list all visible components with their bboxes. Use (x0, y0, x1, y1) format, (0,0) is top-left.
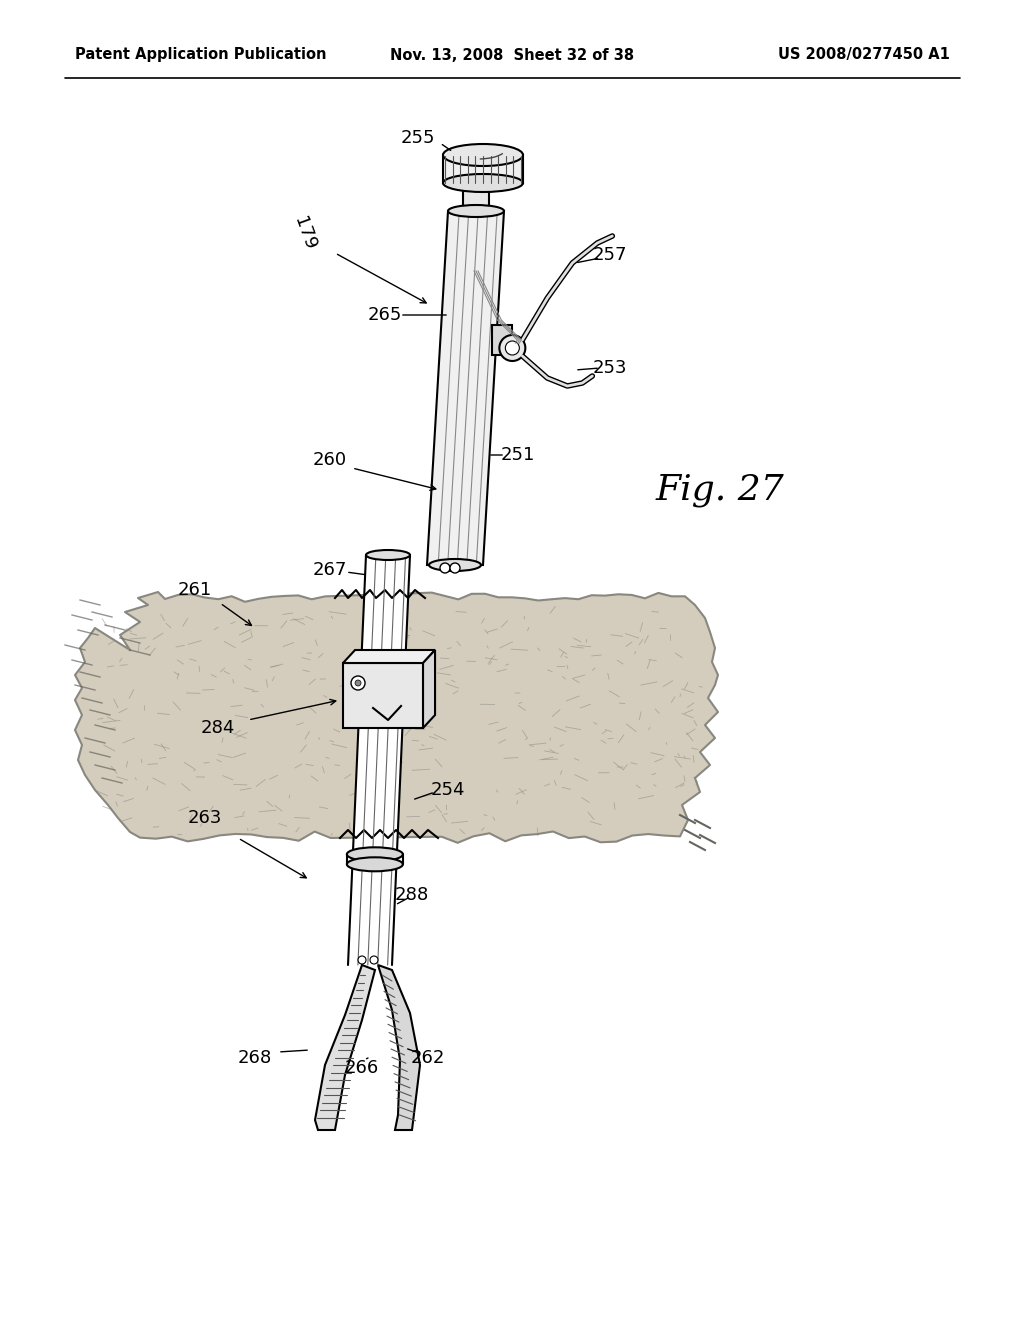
Circle shape (450, 564, 460, 573)
Text: 265: 265 (368, 306, 402, 323)
Polygon shape (343, 649, 435, 663)
Ellipse shape (366, 550, 410, 560)
Text: 262: 262 (411, 1049, 445, 1067)
Ellipse shape (449, 205, 504, 216)
Text: 284: 284 (201, 719, 236, 737)
Circle shape (358, 956, 366, 964)
Text: 267: 267 (312, 561, 347, 579)
Text: 179: 179 (291, 214, 319, 252)
Text: Nov. 13, 2008  Sheet 32 of 38: Nov. 13, 2008 Sheet 32 of 38 (390, 48, 634, 62)
Ellipse shape (347, 857, 402, 871)
Text: US 2008/0277450 A1: US 2008/0277450 A1 (778, 48, 950, 62)
Polygon shape (315, 965, 375, 1130)
Polygon shape (75, 591, 718, 842)
Text: Patent Application Publication: Patent Application Publication (75, 48, 327, 62)
Bar (343, 663, 423, 729)
Polygon shape (348, 554, 410, 965)
Text: 261: 261 (178, 581, 212, 599)
Circle shape (440, 564, 450, 573)
Text: 255: 255 (400, 129, 435, 147)
Ellipse shape (463, 206, 489, 216)
Text: 257: 257 (593, 246, 628, 264)
Text: 260: 260 (313, 451, 347, 469)
Polygon shape (378, 965, 420, 1130)
Text: 254: 254 (431, 781, 465, 799)
Polygon shape (427, 211, 504, 565)
Text: 251: 251 (501, 446, 536, 465)
Circle shape (355, 680, 361, 686)
Text: Fig. 27: Fig. 27 (655, 473, 784, 507)
Ellipse shape (429, 558, 481, 572)
Circle shape (506, 341, 519, 355)
Text: 268: 268 (238, 1049, 272, 1067)
Circle shape (370, 956, 378, 964)
Polygon shape (463, 183, 489, 211)
Circle shape (351, 676, 365, 690)
Ellipse shape (443, 174, 523, 191)
Text: 288: 288 (395, 886, 429, 904)
Text: 253: 253 (593, 359, 628, 378)
Polygon shape (443, 154, 523, 183)
Text: 266: 266 (345, 1059, 379, 1077)
Circle shape (500, 335, 525, 360)
Ellipse shape (443, 144, 523, 166)
Polygon shape (423, 649, 435, 729)
Bar (493, 325, 512, 355)
Text: 263: 263 (187, 809, 222, 828)
Ellipse shape (347, 847, 402, 861)
